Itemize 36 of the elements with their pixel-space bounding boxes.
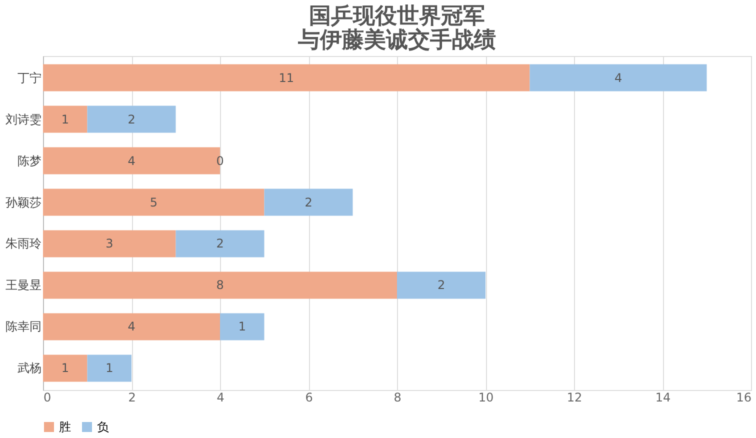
y-tick-label: 陈梦 <box>18 154 42 168</box>
data-label: 4 <box>128 154 136 168</box>
x-tick-label: 14 <box>655 390 671 404</box>
data-label: 2 <box>437 278 446 292</box>
data-label: 8 <box>216 278 224 292</box>
y-tick-label: 陈幸同 <box>6 320 42 334</box>
data-label: 3 <box>106 236 114 251</box>
data-label: 2 <box>304 195 312 210</box>
chart-title: 国乒现役世界冠军与伊藤美诚交手战绩 <box>297 4 496 53</box>
data-label: 1 <box>238 320 246 334</box>
data-label: 1 <box>106 361 114 376</box>
y-tick-label: 武杨 <box>18 361 42 376</box>
x-tick-label: 16 <box>736 390 752 404</box>
x-tick-label: 2 <box>128 390 136 404</box>
legend-label: 负 <box>97 420 109 434</box>
y-tick-label: 刘诗雯 <box>6 112 42 126</box>
data-label: 2 <box>216 236 224 251</box>
y-tick-label: 丁宁 <box>18 70 42 85</box>
data-label: 4 <box>128 320 136 334</box>
data-label: 1 <box>61 112 69 126</box>
data-label: 2 <box>128 112 136 126</box>
data-label: 5 <box>150 195 158 210</box>
x-tick-label: 4 <box>216 390 224 404</box>
data-label: 11 <box>278 70 294 85</box>
x-tick-label: 12 <box>566 390 582 404</box>
y-tick-label: 王曼昱 <box>6 278 42 292</box>
data-label: 0 <box>216 154 224 168</box>
y-tick-label: 朱雨玲 <box>6 236 42 251</box>
data-label: 1 <box>61 361 69 376</box>
x-tick-label: 0 <box>44 390 52 404</box>
data-label: 4 <box>614 70 622 85</box>
x-tick-label: 6 <box>305 390 313 404</box>
x-tick-label: 10 <box>478 390 494 404</box>
legend-label: 胜 <box>59 420 71 434</box>
x-tick-label: 8 <box>394 390 402 404</box>
y-tick-label: 孙颖莎 <box>6 195 42 210</box>
